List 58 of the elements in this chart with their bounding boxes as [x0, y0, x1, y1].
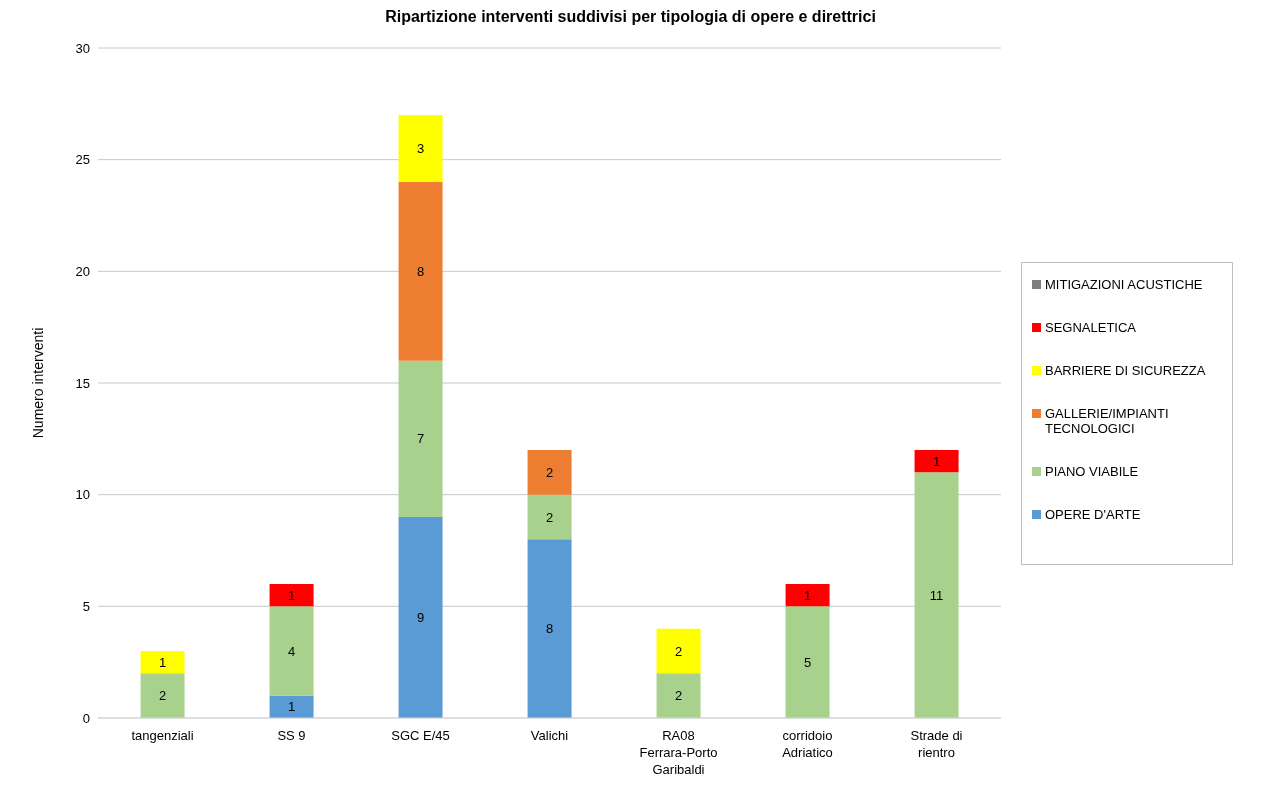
data-label: 5	[803, 654, 812, 670]
x-tick-label: corridoio Adriatico	[782, 728, 833, 760]
legend-label: BARRIERE DI SICUREZZA	[1045, 362, 1206, 378]
data-label: 2	[545, 464, 554, 480]
data-label: 8	[545, 621, 554, 637]
y-tick-label: 20	[75, 263, 90, 279]
data-label: 2	[545, 509, 554, 525]
y-tick-label: 30	[75, 40, 90, 56]
bar	[140, 673, 185, 718]
bar	[398, 360, 443, 517]
y-tick-label: 25	[75, 152, 90, 168]
data-label: 1	[287, 699, 296, 715]
y-tick-label: 0	[82, 710, 90, 726]
bar	[398, 115, 443, 182]
y-tick-label: 5	[82, 598, 90, 614]
bar	[269, 606, 314, 696]
data-label: 8	[416, 263, 425, 279]
data-label: 1	[158, 654, 167, 670]
x-tick-label: Valichi	[530, 728, 569, 743]
bar	[269, 695, 314, 718]
legend-label: GALLERIE/IMPIANTI TECNOLOGICI	[1045, 405, 1170, 436]
legend-label: MITIGAZIONI ACUSTICHE	[1045, 276, 1203, 292]
legend-label: OPERE D'ARTE	[1045, 506, 1141, 522]
data-label: 1	[803, 587, 812, 603]
x-tick-label: Strade di rientro	[910, 728, 963, 760]
y-tick-label: 15	[75, 375, 90, 391]
bar	[914, 472, 959, 718]
bar	[785, 606, 830, 718]
data-label: 2	[674, 688, 683, 704]
x-tick-label: RA08 Ferrara-Porto Garibaldi	[639, 728, 718, 777]
bar	[656, 628, 701, 674]
chart-title: Ripartizione interventi suddivisi per tipologia di opere e direttrici	[384, 8, 877, 27]
data-label: 4	[287, 643, 296, 659]
x-tick-label: SS 9	[277, 728, 306, 743]
data-label: 2	[674, 643, 683, 659]
bar	[527, 450, 572, 495]
data-label: 9	[416, 610, 425, 626]
data-label: 7	[416, 431, 425, 447]
data-label: 2	[158, 688, 167, 704]
legend-label: PIANO VIABILE	[1045, 463, 1139, 479]
data-label: 1	[932, 453, 941, 469]
bar	[140, 651, 185, 674]
x-tick-label: SGC E/45	[391, 728, 450, 743]
bar	[527, 539, 572, 718]
x-tick-label: tangenziali	[131, 728, 194, 743]
bar	[269, 584, 314, 607]
bar	[656, 673, 701, 718]
bar	[398, 517, 443, 718]
y-tick-label: 10	[75, 487, 90, 503]
data-label: 11	[929, 587, 944, 603]
data-label: 3	[416, 141, 425, 157]
bar	[785, 584, 830, 607]
data-label: 1	[287, 587, 296, 603]
bar	[527, 494, 572, 540]
bar	[914, 450, 959, 473]
bar	[398, 182, 443, 361]
legend-label: SEGNALETICA	[1045, 319, 1137, 335]
y-axis-title: Numero interventi	[29, 327, 46, 439]
